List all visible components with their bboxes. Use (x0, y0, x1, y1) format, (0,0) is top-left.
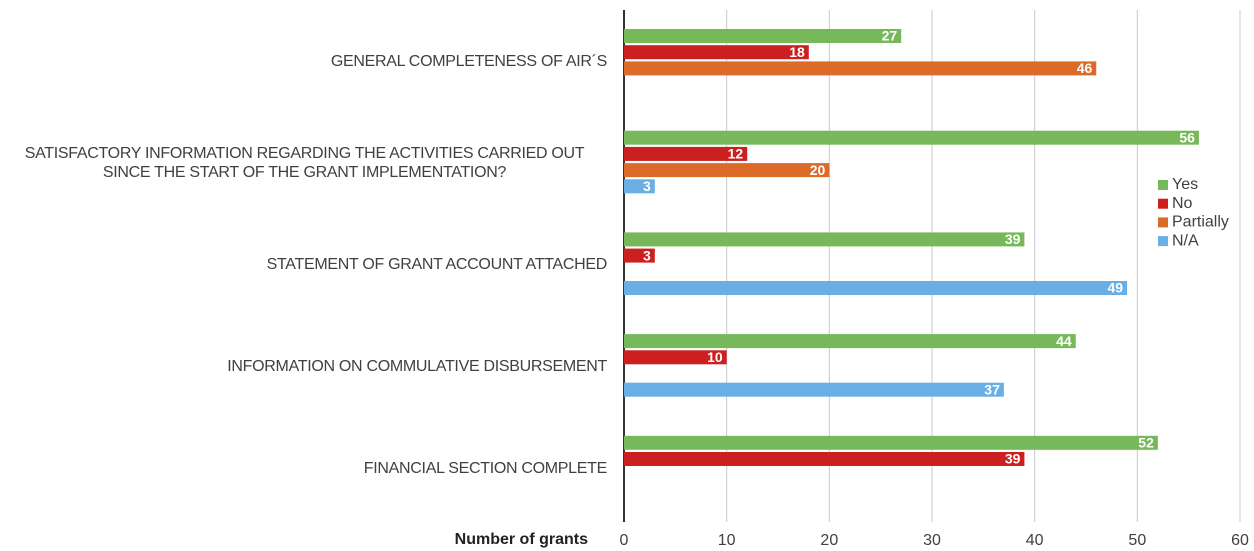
category-label: GENERAL COMPLETENESS OF AIR´S (0, 21, 607, 101)
bar (624, 163, 830, 178)
x-tick-label: 30 (923, 532, 941, 549)
bar (624, 248, 655, 263)
category-text: GENERAL COMPLETENESS OF AIR´S (330, 52, 607, 70)
x-tick-label: 50 (1128, 532, 1146, 549)
bar (624, 382, 1004, 397)
data-label: 20 (810, 162, 826, 178)
category-text: FINANCIAL SECTION COMPLETE (363, 459, 608, 477)
data-label: 18 (789, 44, 805, 60)
legend-swatch (1158, 198, 1168, 209)
category-text: INFORMATION ON COMMULATIVE DISBURSEMENT (227, 358, 607, 375)
data-label: 39 (1005, 451, 1021, 467)
bar (624, 29, 902, 43)
category-label: INFORMATION ON COMMULATIVE DISBURSEMENT (0, 327, 607, 407)
data-label: 27 (882, 28, 898, 44)
legend-label: No (1172, 195, 1193, 212)
x-tick-label: 60 (1231, 532, 1249, 549)
category-label: FINANCIAL SECTION COMPLETE (0, 428, 608, 508)
bar (624, 179, 655, 194)
bar (624, 334, 1076, 349)
bar (624, 61, 1097, 76)
x-tick-label: 10 (718, 532, 736, 549)
x-tick-label: 0 (620, 532, 629, 549)
data-label: 3 (643, 247, 651, 263)
bar (624, 146, 748, 161)
legend-label: Yes (1172, 176, 1198, 193)
data-label: 37 (984, 381, 1000, 397)
bar (624, 435, 1158, 450)
bar (624, 281, 1128, 295)
legend-label: Partially (1172, 214, 1229, 231)
x-tick-label: 40 (1026, 532, 1044, 549)
data-label: 12 (728, 146, 744, 162)
data-label: 56 (1179, 129, 1195, 145)
data-label: 52 (1138, 435, 1154, 451)
bar (624, 45, 809, 60)
data-label: 44 (1056, 333, 1072, 349)
data-label: 46 (1077, 60, 1093, 76)
data-label: 39 (1005, 231, 1021, 247)
x-axis-label: Number of grants (455, 531, 588, 548)
bar (624, 232, 1025, 247)
category-text: STATEMENT OF GRANT ACCOUNT ATTACHED (266, 256, 608, 274)
category-label: STATEMENT OF GRANT ACCOUNT ATTACHED (0, 225, 608, 305)
bar (624, 130, 1199, 145)
data-label: 10 (707, 349, 723, 365)
data-label: 49 (1107, 280, 1123, 296)
legend-label: N/A (1172, 232, 1199, 249)
category-text: SATISFACTORY INFORMATION REGARDING THE A… (24, 145, 585, 182)
legend-swatch (1158, 217, 1168, 228)
bar (624, 452, 1025, 466)
bar (624, 350, 727, 365)
legend-swatch (1158, 236, 1168, 247)
category-label: SATISFACTORY INFORMATION REGARDING THE A… (0, 123, 607, 203)
data-label: 3 (643, 178, 651, 194)
legend-swatch (1158, 180, 1168, 190)
x-tick-label: 20 (820, 532, 838, 549)
